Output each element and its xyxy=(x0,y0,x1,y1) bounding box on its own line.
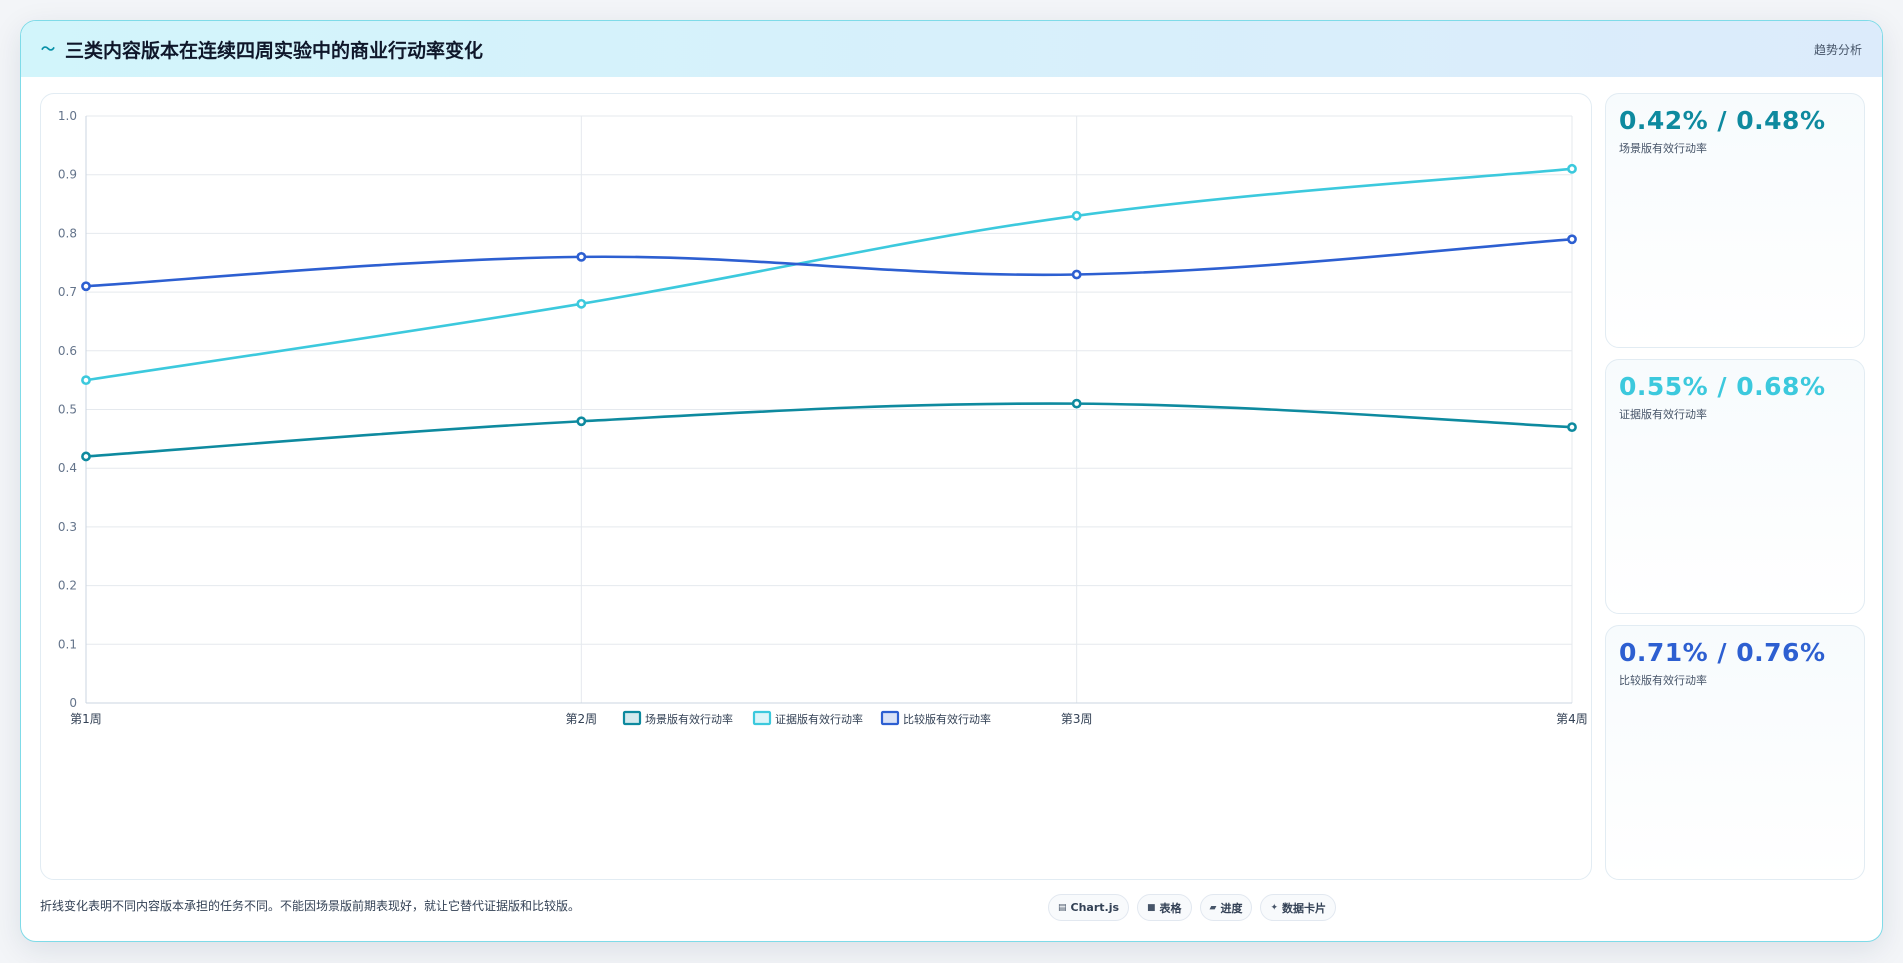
legend-label: 场景版有效行动率 xyxy=(645,712,733,726)
chart-title: 三类内容版本在连续四周实验中的商业行动率变化 xyxy=(65,39,484,62)
y-tick-label: 0.7 xyxy=(58,285,77,299)
footer-note: 折线变化表明不同内容版本承担的任务不同。不能因场景版前期表现好，就让它替代证据版… xyxy=(40,899,581,913)
stat-card-evidence: 0.55% / 0.68% 证据版有效行动率 xyxy=(1605,359,1865,614)
data-card-pill[interactable]: ✦ 数据卡片 xyxy=(1260,894,1337,921)
chart-card: 〜 三类内容版本在连续四周实验中的商业行动率变化 趋势分析 0 0.1 0.2 0.3… xyxy=(20,20,1883,942)
stat-cards: 0.42% / 0.48% 场景版有效行动率 0.55% / 0.68% 证据版… xyxy=(1605,93,1865,891)
line-chart: 0 0.1 0.2 0.3 0.4 0.5 0.6 0.7 0.8 0.9 1.0 第1周 第2周 第3周… xyxy=(58,109,1588,726)
stat-value: 0.55% / 0.68% xyxy=(1619,372,1826,401)
y-tick-label: 0 xyxy=(69,696,77,710)
data-point xyxy=(576,416,587,427)
x-tick-label: 第2周 xyxy=(566,712,598,726)
wave-icon: 〜 xyxy=(41,42,55,58)
y-tick-label: 1.0 xyxy=(58,109,77,123)
chartjs-pill[interactable]: ▤ Chart.js xyxy=(1048,894,1130,921)
series-line xyxy=(85,402,1573,458)
legend-swatch xyxy=(880,710,900,726)
chart-panel: 0 0.1 0.2 0.3 0.4 0.5 0.6 0.7 0.8 0.9 1.0 第1周 第2周 第3周… xyxy=(40,93,1592,880)
y-tick-label: 0.5 xyxy=(58,403,77,417)
progress-pill[interactable]: ▰ 进度 xyxy=(1199,894,1253,921)
legend-label: 证据版有效行动率 xyxy=(775,712,863,726)
sparkle-icon: ✦ xyxy=(1270,902,1279,913)
pill-label: 表格 xyxy=(1159,901,1182,915)
data-point xyxy=(81,451,91,462)
x-tick-label: 第3周 xyxy=(1061,712,1093,726)
legend-swatch xyxy=(752,710,772,726)
card-header: 〜 三类内容版本在连续四周实验中的商业行动率变化 趋势分析 xyxy=(21,21,1882,77)
legend-label: 比较版有效行动率 xyxy=(903,712,991,726)
series-line xyxy=(85,237,1573,288)
data-point xyxy=(1071,210,1082,221)
y-tick-label: 0.2 xyxy=(58,579,77,593)
data-point xyxy=(1567,163,1577,174)
progress-icon: ▰ xyxy=(1209,902,1217,913)
data-point xyxy=(576,251,587,262)
data-point xyxy=(81,281,91,292)
stat-label: 场景版有效行动率 xyxy=(1619,142,1707,155)
data-point xyxy=(1071,398,1082,409)
data-point xyxy=(576,298,587,309)
chart-icon: ▤ xyxy=(1058,902,1067,913)
stat-value: 0.71% / 0.76% xyxy=(1619,638,1826,667)
stat-value: 0.42% / 0.48% xyxy=(1619,106,1826,135)
pill-label: 数据卡片 xyxy=(1282,901,1327,915)
data-point xyxy=(1567,234,1577,245)
stat-card-scene: 0.42% / 0.48% 场景版有效行动率 xyxy=(1605,93,1865,348)
y-tick-label: 0.3 xyxy=(58,520,77,534)
table-icon: ■ xyxy=(1147,902,1156,913)
y-tick-label: 0.4 xyxy=(58,461,77,475)
stat-card-compare: 0.71% / 0.76% 比较版有效行动率 xyxy=(1605,625,1865,880)
stat-label: 比较版有效行动率 xyxy=(1619,674,1707,687)
y-tick-label: 0.1 xyxy=(58,637,77,651)
trend-analysis-tag[interactable]: 趋势分析 xyxy=(1813,42,1862,57)
x-tick-label: 第4周 xyxy=(1556,712,1588,726)
series-line xyxy=(85,167,1573,382)
pill-label: Chart.js xyxy=(1070,901,1120,914)
pill-label: 进度 xyxy=(1220,901,1243,915)
y-tick-label: 0.9 xyxy=(58,168,77,182)
data-point xyxy=(1071,269,1082,280)
view-switcher: ▤ Chart.js ■ 表格 ▰ 进度 ✦ 数据卡片 xyxy=(1048,894,1337,921)
data-point xyxy=(81,375,91,386)
x-tick-label: 第1周 xyxy=(70,712,102,726)
stat-label: 证据版有效行动率 xyxy=(1619,408,1707,421)
table-pill[interactable]: ■ 表格 xyxy=(1137,894,1192,921)
legend-swatch xyxy=(622,710,642,726)
data-point xyxy=(1567,422,1577,433)
y-tick-label: 0.6 xyxy=(58,344,77,358)
y-tick-label: 0.8 xyxy=(58,226,77,240)
